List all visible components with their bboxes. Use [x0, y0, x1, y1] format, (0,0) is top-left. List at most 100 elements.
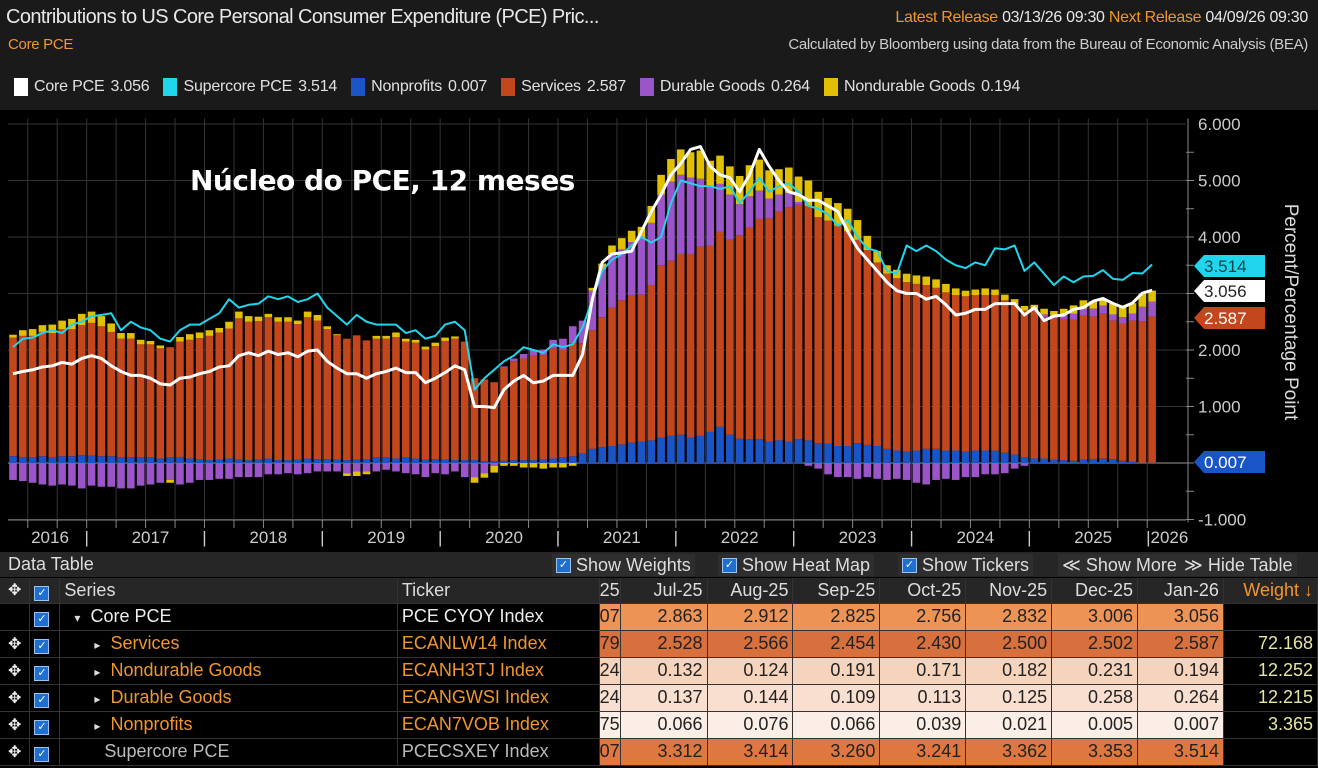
bar-durable-goods	[588, 290, 597, 331]
bar-services	[676, 253, 685, 435]
bar-nonprofits	[1050, 459, 1058, 463]
bar-nonprofits	[107, 456, 115, 463]
series-cell[interactable]: ▾ Core PCE	[59, 603, 398, 631]
bar-nondurable-goods	[1050, 311, 1058, 316]
partial-value-cell: 75	[599, 711, 621, 739]
bar-nonprofits	[117, 457, 125, 463]
next-release-label: Next Release	[1108, 9, 1202, 26]
checkbox-icon[interactable]: ✓	[902, 557, 917, 573]
series-cell[interactable]: ▸ Nonprofits	[59, 711, 398, 739]
series-cell[interactable]: ▸ Durable Goods	[59, 684, 398, 712]
expand-arrow-icon[interactable]: ▾	[74, 611, 81, 625]
bar-nonprofits	[657, 437, 665, 463]
move-handle-icon[interactable]: ✥	[0, 738, 31, 766]
table-row[interactable]: ✥ ✓ ▸ Durable Goods ECANGWSI Index 24 0.13…	[0, 684, 1318, 712]
move-handle-icon[interactable]: ✥	[0, 657, 31, 685]
x-tick-label: 2023	[839, 528, 877, 547]
bar-services	[58, 329, 66, 457]
bar-nondurable-goods	[961, 290, 970, 297]
row-checkbox[interactable]: ✓	[29, 657, 61, 685]
bar-nondurable-goods	[402, 338, 410, 342]
move-handle-icon[interactable]: ✥	[0, 578, 31, 604]
bar-services	[647, 285, 656, 441]
bar-durable-goods	[58, 463, 66, 485]
expand-arrow-icon[interactable]: ▸	[94, 692, 101, 706]
move-handle-icon[interactable]: ✥	[0, 711, 31, 739]
bar-nonprofits	[863, 444, 872, 463]
table-row[interactable]: ✥ ✓ ▸ Services ECANLW14 Index 79 2.528 2.56…	[0, 630, 1318, 658]
bar-services	[402, 341, 410, 458]
bar-nondurable-goods	[686, 152, 695, 178]
column-header-ticker[interactable]: Ticker	[397, 578, 600, 604]
checkbox-icon[interactable]: ✓	[722, 557, 737, 573]
bar-nonprofits	[853, 443, 862, 463]
row-checkbox[interactable]: ✓	[29, 711, 61, 739]
column-header-month[interactable]: Oct-25	[879, 578, 967, 604]
bar-nondurable-goods	[19, 330, 27, 336]
column-header-month[interactable]: Dec-25	[1051, 578, 1139, 604]
bar-nondurable-goods	[9, 334, 17, 338]
move-handle-icon[interactable]: ✥	[0, 630, 31, 658]
table-row[interactable]: ✥ ✓ Supercore PCE PCECSXEY Index 07 3.312…	[0, 738, 1318, 766]
column-header-month[interactable]: Jul-25	[620, 578, 708, 604]
row-checkbox[interactable]: ✓	[29, 630, 61, 658]
show-more-button[interactable]: ≪ Show More	[1058, 554, 1181, 576]
expand-arrow-icon[interactable]: ▸	[94, 638, 101, 652]
legend-item[interactable]: Core PCE 3.056	[14, 78, 150, 96]
value-cell: 3.353	[1051, 738, 1139, 766]
select-all-checkbox[interactable]: ✓	[29, 578, 61, 604]
expand-arrow-icon[interactable]: ▸	[94, 665, 101, 679]
bar-nonprofits	[627, 442, 636, 463]
legend-item[interactable]: Durable Goods 0.264	[639, 78, 810, 96]
table-row[interactable]: ✓ ▾ Core PCE PCE CYOY Index 07 2.863 2.912 2…	[0, 603, 1318, 631]
chart-subtitle[interactable]: Core PCE	[8, 36, 74, 53]
bar-nondurable-goods	[726, 166, 734, 195]
bar-nondurable-goods	[343, 473, 351, 476]
bar-nondurable-goods	[824, 198, 832, 221]
bar-services	[932, 287, 940, 449]
series-cell[interactable]: ▸ Services	[59, 630, 398, 658]
legend-item[interactable]: Nonprofits 0.007	[351, 78, 487, 96]
legend-item[interactable]: Nondurable Goods 0.194	[823, 78, 1020, 96]
column-header-month[interactable]: Aug-25	[707, 578, 794, 604]
bar-durable-goods	[568, 326, 577, 344]
bar-services	[1010, 304, 1019, 455]
series-cell[interactable]: Supercore PCE	[59, 738, 398, 766]
row-checkbox[interactable]: ✓	[29, 603, 61, 631]
value-cell: 0.182	[965, 657, 1053, 685]
table-row[interactable]: ✥ ✓ ▸ Nondurable Goods ECANH3TJ Index 24 0…	[0, 657, 1318, 685]
move-handle-icon[interactable]: ✥	[0, 684, 31, 712]
bar-services	[618, 300, 626, 445]
value-cell: 0.066	[792, 711, 881, 739]
bar-durable-goods	[1010, 463, 1019, 469]
weight-cell	[1223, 738, 1318, 766]
move-handle-icon[interactable]	[0, 603, 31, 631]
legend-label: Durable Goods	[659, 78, 765, 95]
show-heat-map-toggle[interactable]: ✓ Show Heat Map	[718, 554, 875, 576]
bar-nondurable-goods	[971, 289, 980, 296]
bar-durable-goods	[244, 463, 253, 478]
legend-item[interactable]: Supercore PCE 3.514	[163, 78, 337, 96]
show-tickers-toggle[interactable]: ✓ Show Tickers	[898, 554, 1034, 576]
column-header-month[interactable]: Nov-25	[965, 578, 1053, 604]
y-tick-label: 2.000	[1198, 341, 1241, 360]
show-weights-toggle[interactable]: ✓ Show Weights	[552, 554, 695, 576]
column-header-series[interactable]: Series	[59, 578, 398, 604]
bar-nondurable-goods	[716, 155, 724, 184]
bar-durable-goods	[735, 204, 744, 236]
row-checkbox[interactable]: ✓	[29, 738, 61, 766]
column-header-month[interactable]: Sep-25	[792, 578, 881, 604]
column-header-weight[interactable]: Weight ↓	[1223, 578, 1318, 604]
bar-nondurable-goods	[97, 316, 106, 327]
column-header-month[interactable]: Jan-26	[1137, 578, 1224, 604]
bar-services	[598, 317, 606, 448]
row-checkbox[interactable]: ✓	[29, 684, 61, 712]
expand-arrow-icon[interactable]: ▸	[94, 719, 101, 733]
hide-table-button[interactable]: ≫ Hide Table	[1180, 554, 1297, 576]
bar-nonprofits	[235, 459, 243, 463]
legend-item[interactable]: Services 2.587	[501, 78, 626, 96]
table-row[interactable]: ✥ ✓ ▸ Nonprofits ECAN7VOB Index 75 0.066 0.…	[0, 711, 1318, 739]
series-cell[interactable]: ▸ Nondurable Goods	[59, 657, 398, 685]
checkbox-icon[interactable]: ✓	[556, 557, 571, 573]
column-header-partial[interactable]: 25	[599, 578, 621, 604]
